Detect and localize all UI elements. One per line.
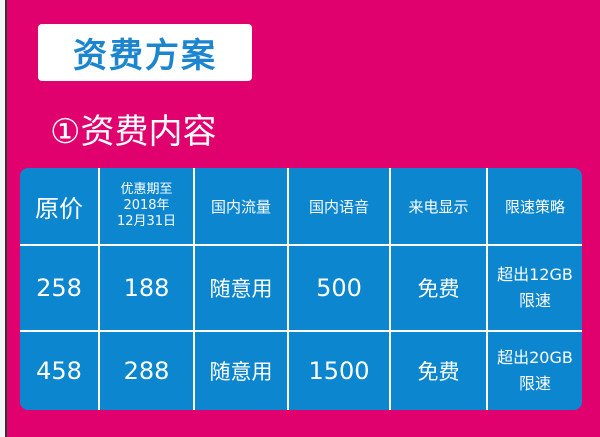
table-cell: 458 bbox=[20, 332, 100, 410]
table-cell: 188 bbox=[100, 246, 195, 330]
column-header: 来电显示 bbox=[391, 168, 488, 244]
table-cell: 1500 bbox=[289, 332, 391, 410]
table-cell: 随意用 bbox=[195, 332, 289, 410]
column-header: 国内语音 bbox=[289, 168, 391, 244]
table-cell: 超出20GB 限速 bbox=[497, 348, 573, 393]
divider bbox=[20, 244, 582, 246]
left-border bbox=[5, 0, 7, 437]
table-cell: 随意用 bbox=[195, 246, 289, 330]
table-cell: 258 bbox=[20, 246, 100, 330]
column-header: 限速策略 bbox=[504, 197, 565, 216]
column-header: 国内流量 bbox=[195, 168, 289, 244]
table-cell: 免费 bbox=[391, 246, 488, 330]
table-cell: 超出12GB 限速 bbox=[497, 265, 573, 310]
table-cell: 免费 bbox=[391, 332, 488, 410]
column-header: 原价 bbox=[20, 168, 100, 244]
title-banner: 资费方案 bbox=[38, 24, 252, 81]
table-header-row: 原价 优惠期至 2018年 12月31日 国内流量 国内语音 来电显示 限速策略 bbox=[20, 168, 582, 244]
divider bbox=[20, 330, 582, 332]
table-cell: 500 bbox=[289, 246, 391, 330]
table-row: 458 288 随意用 1500 免费 超出20GB 限速 bbox=[20, 332, 582, 410]
table-row: 258 188 随意用 500 免费 超出12GB 限速 bbox=[20, 246, 582, 330]
section-heading: ①资费内容 bbox=[50, 112, 217, 152]
table-cell: 288 bbox=[100, 332, 195, 410]
column-header: 优惠期至 2018年 12月31日 bbox=[100, 168, 195, 244]
pricing-table: 原价 优惠期至 2018年 12月31日 国内流量 国内语音 来电显示 限速策略 258 1… bbox=[20, 168, 582, 410]
page-title: 资费方案 bbox=[73, 36, 217, 76]
